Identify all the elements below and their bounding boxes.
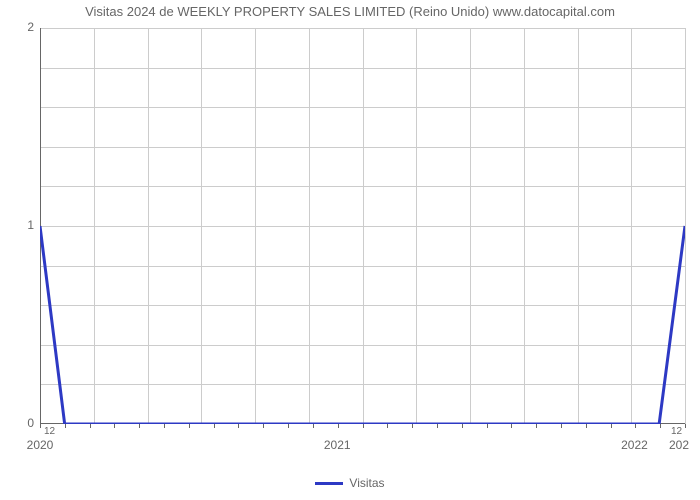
x-minor-tick bbox=[660, 424, 661, 428]
x-minor-tick bbox=[586, 424, 587, 428]
y-tick-label: 1 bbox=[14, 218, 34, 232]
y-tick-label: 0 bbox=[14, 416, 34, 430]
x-minor-tick bbox=[65, 424, 66, 428]
x-minor-tick bbox=[611, 424, 612, 428]
line-chart: Visitas 2024 de WEEKLY PROPERTY SALES LI… bbox=[0, 0, 700, 500]
x-minor-tick bbox=[139, 424, 140, 428]
x-minor-tick bbox=[462, 424, 463, 428]
x-minor-tick bbox=[511, 424, 512, 428]
x-minor-tick bbox=[214, 424, 215, 428]
plot-area: 0121212202020212022202 bbox=[40, 28, 685, 424]
x-tick-label: 2020 bbox=[27, 438, 54, 452]
x-minor-tick bbox=[90, 424, 91, 428]
x-minor-tick bbox=[40, 424, 41, 428]
chart-title: Visitas 2024 de WEEKLY PROPERTY SALES LI… bbox=[0, 4, 700, 19]
data-line bbox=[40, 28, 685, 424]
x-minor-tick bbox=[437, 424, 438, 428]
legend-swatch bbox=[315, 482, 343, 485]
x-minor-tick bbox=[536, 424, 537, 428]
y-tick-label: 2 bbox=[14, 20, 34, 34]
x-minor-tick bbox=[412, 424, 413, 428]
x-minor-tick bbox=[288, 424, 289, 428]
x-minor-tick bbox=[635, 424, 636, 428]
v-gridline bbox=[685, 28, 686, 424]
x-minor-tick bbox=[164, 424, 165, 428]
x-tick-label-clipped: 202 bbox=[669, 438, 689, 452]
x-minor-tick bbox=[189, 424, 190, 428]
legend-label: Visitas bbox=[349, 476, 384, 490]
x-minor-tick bbox=[487, 424, 488, 428]
legend: Visitas bbox=[0, 476, 700, 490]
x-tick-label: 2021 bbox=[324, 438, 351, 452]
x-minor-tick bbox=[685, 424, 686, 428]
x-minor-tick bbox=[263, 424, 264, 428]
x-minor-tick bbox=[363, 424, 364, 428]
x-tick-label: 2022 bbox=[621, 438, 648, 452]
x-minor-tick bbox=[313, 424, 314, 428]
x-minor-tick bbox=[338, 424, 339, 428]
x-minor-tick bbox=[387, 424, 388, 428]
x-minor-tick bbox=[561, 424, 562, 428]
x-micro-right: 12 bbox=[671, 426, 682, 437]
x-micro-left: 12 bbox=[44, 426, 55, 437]
x-minor-tick bbox=[238, 424, 239, 428]
x-minor-tick bbox=[114, 424, 115, 428]
